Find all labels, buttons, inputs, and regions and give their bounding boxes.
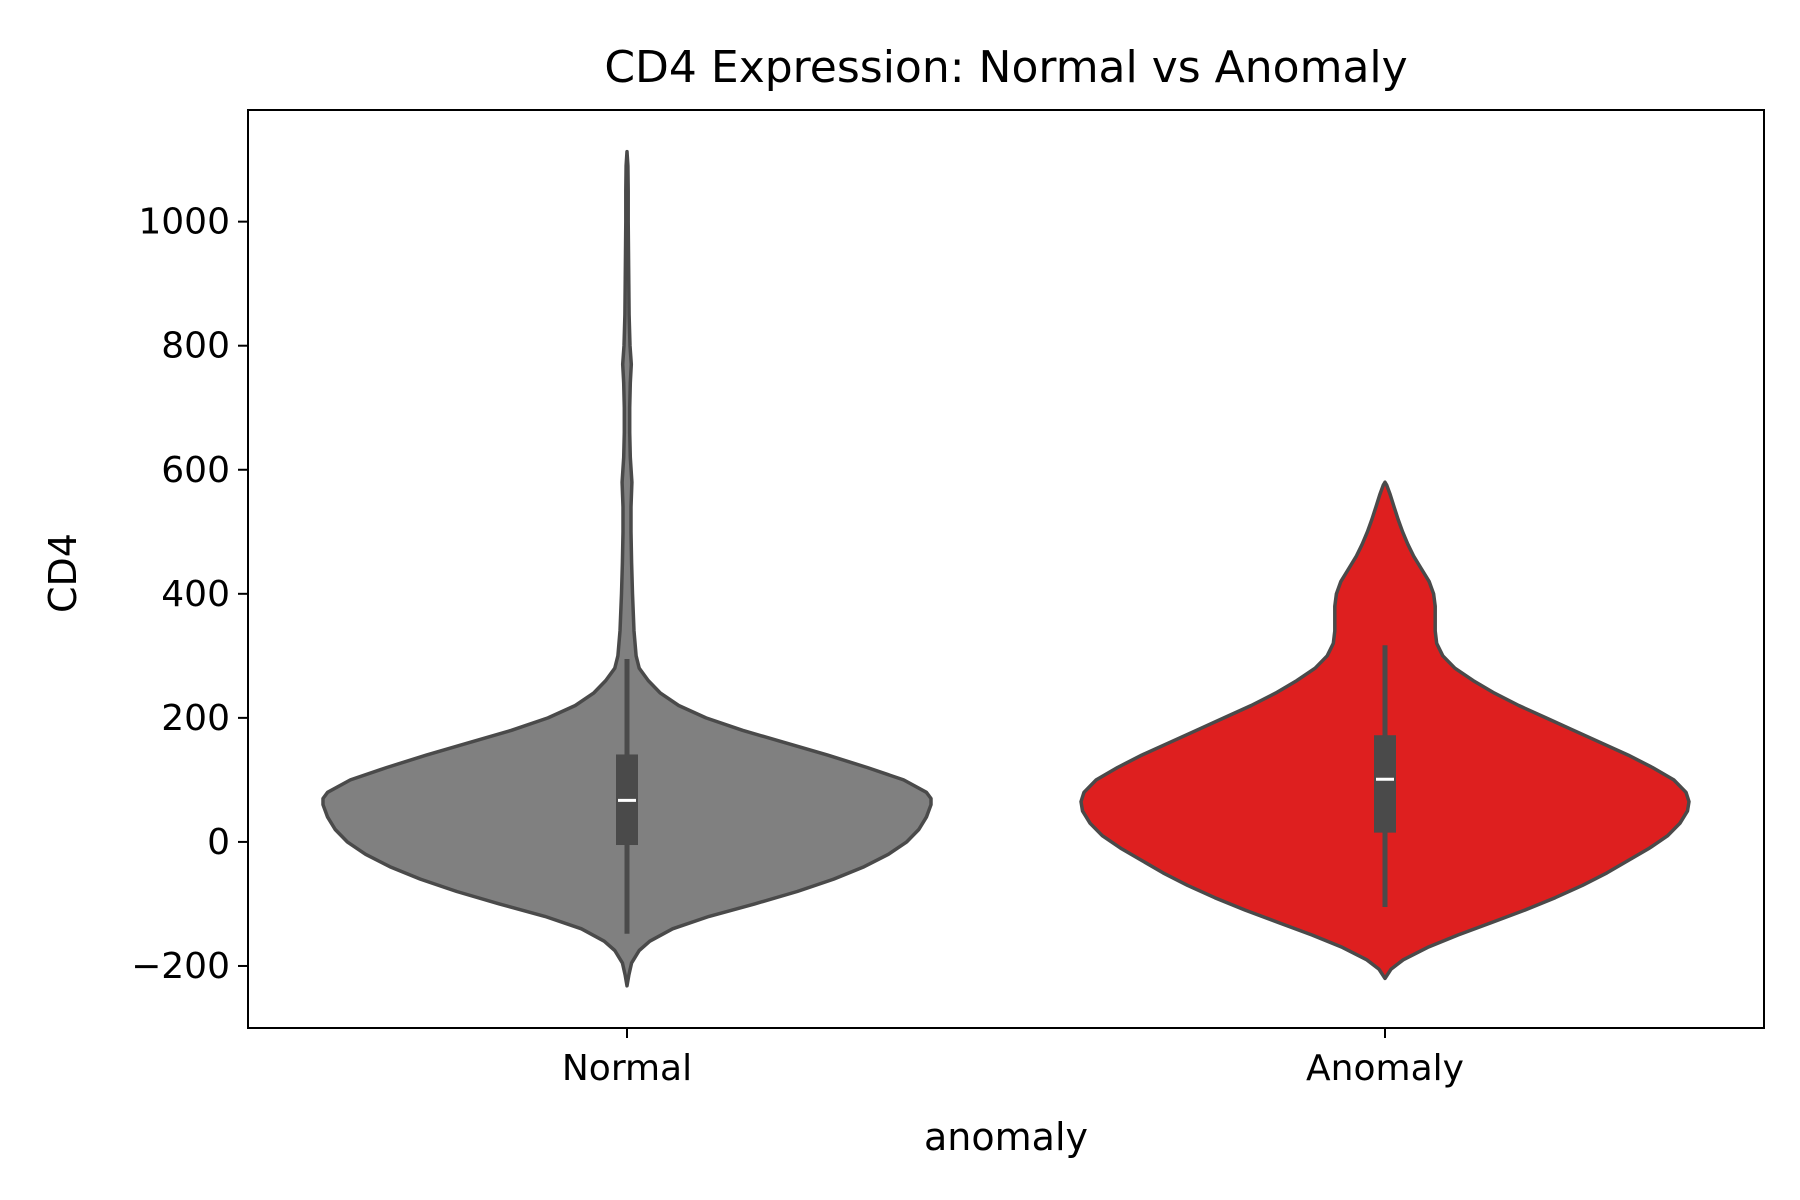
x-tick-label-anomaly: Anomaly <box>1306 1048 1464 1089</box>
y-tick-label: 800 <box>161 326 230 367</box>
y-tick-label: 0 <box>207 822 230 863</box>
y-axis-ticks: −200 0 200 400 600 800 1000 <box>131 202 248 987</box>
y-tick-label: 600 <box>161 450 230 491</box>
chart-title: CD4 Expression: Normal vs Anomaly <box>604 42 1407 93</box>
violin-normal <box>321 149 933 988</box>
y-tick-label: −200 <box>131 946 230 987</box>
plot-area <box>321 149 1691 988</box>
x-tick-label-normal: Normal <box>562 1048 692 1089</box>
y-tick-label: 400 <box>161 574 230 615</box>
x-axis-ticks: Normal Anomaly <box>562 1028 1464 1089</box>
y-tick-label: 200 <box>161 698 230 739</box>
x-axis-label: anomaly <box>924 1115 1088 1159</box>
iqr-box-anomaly <box>1374 735 1396 833</box>
y-tick-label: 1000 <box>138 202 230 243</box>
plot-frame <box>247 109 1765 1029</box>
y-axis-label: CD4 <box>41 533 85 613</box>
